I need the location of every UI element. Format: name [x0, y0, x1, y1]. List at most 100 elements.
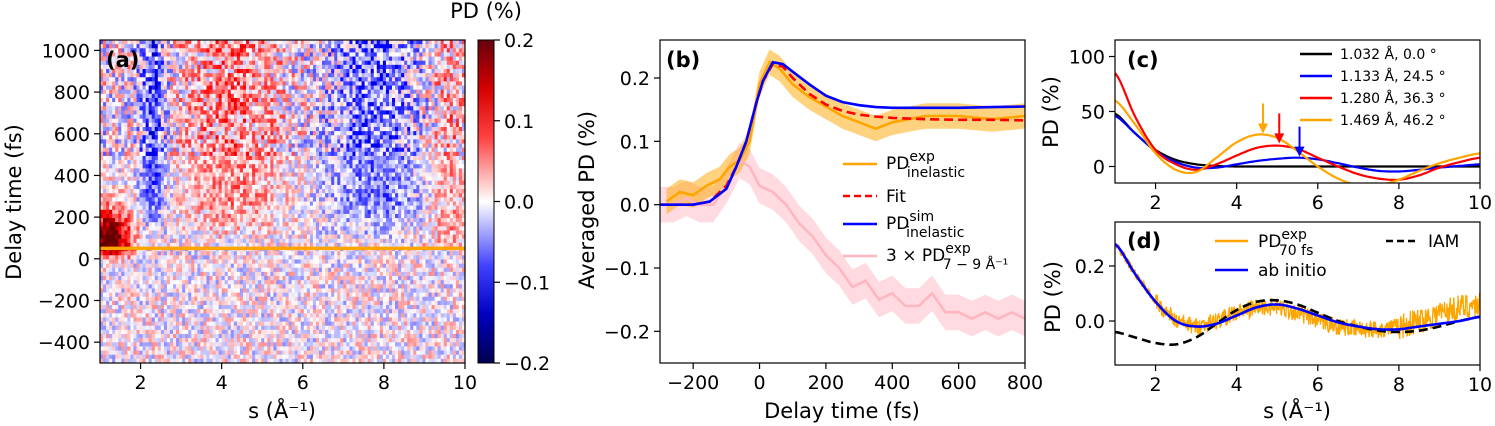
heatmap-cell — [416, 143, 420, 149]
heatmap-cell — [212, 102, 217, 107]
heatmap-cell — [109, 93, 113, 99]
heatmap-cell — [282, 110, 287, 116]
heatmap-cell — [127, 81, 131, 87]
heatmap-cell — [194, 193, 198, 198]
heatmap-cell — [306, 197, 311, 202]
heatmap-cell — [443, 155, 448, 161]
heatmap-cell — [182, 184, 186, 190]
heatmap-cell — [246, 147, 250, 153]
heatmap-cell — [154, 205, 159, 211]
heatmap-cell — [236, 180, 241, 186]
heatmap-cell — [300, 44, 305, 49]
heatmap-cell — [133, 44, 137, 49]
heatmap-cell — [373, 180, 378, 186]
heatmap-cell — [434, 168, 439, 174]
heatmap-cell — [163, 118, 168, 124]
heatmap-cell — [145, 209, 150, 215]
heatmap-cell — [382, 52, 387, 58]
heatmap-cell — [279, 131, 283, 136]
heatmap-cell — [142, 193, 147, 198]
heatmap-cell — [212, 56, 217, 62]
heatmap-cell — [197, 205, 201, 211]
heatmap-cell — [127, 40, 131, 45]
heatmap-cell — [407, 147, 411, 153]
heatmap-cell — [230, 89, 235, 95]
heatmap-cell — [455, 40, 460, 45]
heatmap-cell — [136, 106, 141, 111]
heatmap-cell — [294, 201, 299, 207]
heatmap-cell — [176, 205, 180, 211]
heatmap-cell — [422, 102, 426, 107]
heatmap-cell — [388, 97, 393, 103]
heatmap-cell — [461, 201, 466, 207]
heatmap-cell — [300, 143, 305, 149]
heatmap-cell — [388, 160, 393, 165]
heatmap-cell — [355, 139, 360, 145]
heatmap-cell — [230, 93, 235, 99]
heatmap-cell — [249, 89, 253, 95]
heatmap-cell — [355, 205, 360, 211]
heatmap-cell — [328, 193, 332, 198]
heatmap-cell — [294, 68, 299, 74]
heatmap-cell — [404, 184, 408, 190]
heatmap-cell — [306, 205, 311, 211]
heatmap-cell — [355, 184, 360, 190]
heatmap-cell — [373, 147, 378, 153]
heatmap-cell — [401, 180, 405, 186]
heatmap-cell — [325, 209, 329, 215]
heatmap-cell — [151, 102, 156, 107]
heatmap-cell — [288, 118, 293, 124]
heatmap-cell — [355, 48, 360, 53]
heatmap-cell — [148, 73, 153, 78]
heatmap-cell — [364, 197, 369, 202]
heatmap-cell — [106, 168, 110, 174]
heatmap-cell — [276, 114, 280, 120]
heatmap-cell — [410, 205, 414, 211]
heatmap-cell — [109, 114, 113, 120]
heatmap-cell — [437, 168, 442, 174]
heatmap-cell — [379, 52, 384, 58]
heatmap-cell — [270, 151, 274, 157]
heatmap-cell — [455, 193, 460, 198]
heatmap-cell — [160, 164, 165, 169]
heatmap-cell — [416, 44, 420, 49]
heatmap-cell — [309, 143, 314, 149]
heatmap-cell — [115, 201, 119, 207]
heatmap-cell — [173, 151, 177, 157]
heatmap-cell — [419, 56, 423, 62]
heatmap-cell — [203, 143, 207, 149]
heatmap-cell — [319, 189, 323, 194]
heatmap-cell — [200, 40, 204, 45]
heatmap-cell — [343, 106, 347, 111]
heatmap-cell — [422, 106, 426, 111]
heatmap-cell — [388, 60, 393, 66]
heatmap-cell — [185, 118, 189, 124]
heatmap-cell — [352, 102, 356, 107]
heatmap-cell — [221, 97, 226, 103]
heatmap-cell — [355, 155, 360, 161]
heatmap-cell — [276, 85, 280, 91]
heatmap-cell — [166, 40, 171, 45]
heatmap-cell — [440, 73, 445, 78]
heatmap-cell — [258, 172, 262, 178]
heatmap-cell — [385, 180, 390, 186]
heatmap-cell — [455, 197, 460, 202]
heatmap-cell — [334, 180, 338, 186]
heatmap-cell — [340, 110, 344, 116]
heatmap-cell — [340, 102, 344, 107]
heatmap-cell — [185, 52, 189, 58]
heatmap-cell — [367, 122, 372, 128]
heatmap-cell — [148, 205, 153, 211]
heatmap-cell — [297, 147, 302, 153]
heatmap-cell — [328, 209, 332, 215]
heatmap-cell — [428, 110, 433, 116]
heatmap-cell — [358, 56, 363, 62]
heatmap-cell — [328, 197, 332, 202]
heatmap-cell — [461, 135, 466, 140]
heatmap-cell — [264, 118, 268, 124]
heatmap-cell — [401, 184, 405, 190]
heatmap-cell — [115, 40, 119, 45]
heatmap-cell — [422, 60, 426, 66]
heatmap-cell — [197, 52, 201, 58]
heatmap-cell — [288, 52, 293, 58]
